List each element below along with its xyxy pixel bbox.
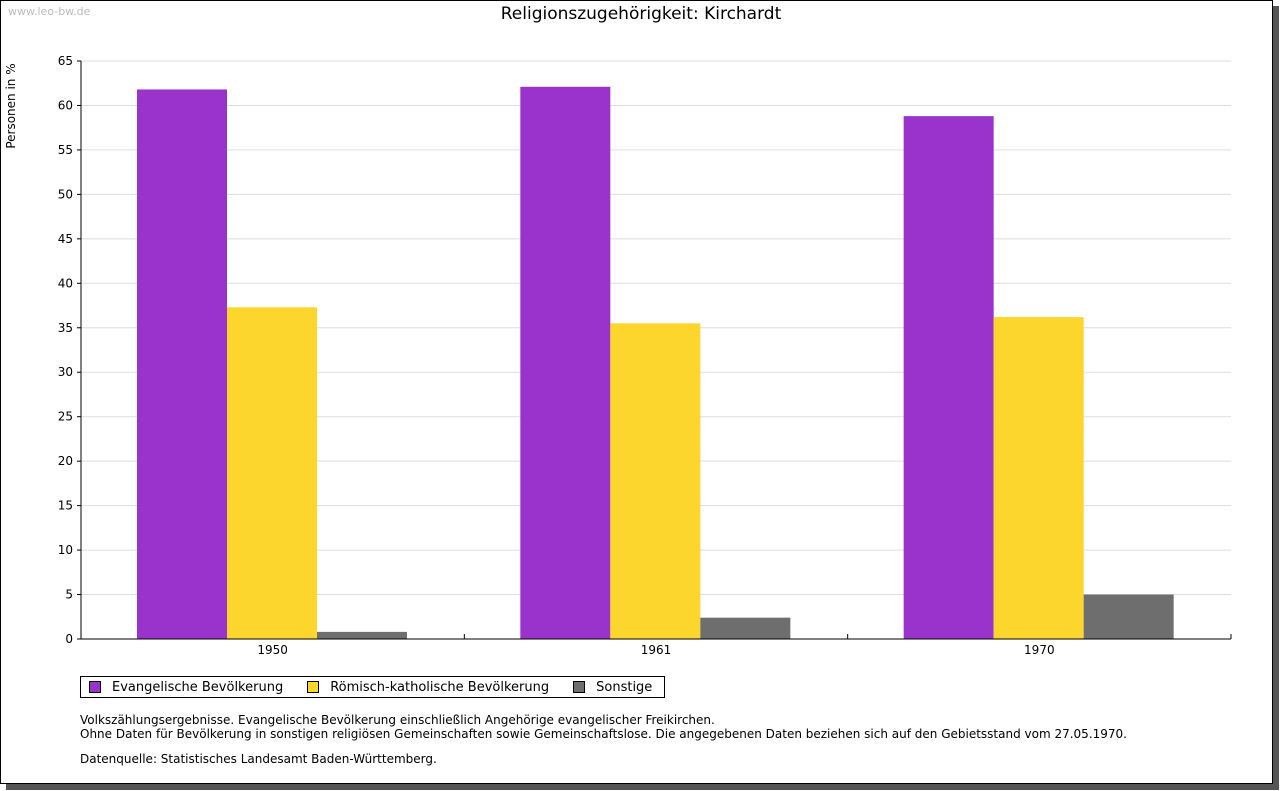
- chart-title: Religionszugehörigkeit: Kirchardt: [500, 4, 782, 24]
- x-tick-label-1950: 1950: [257, 643, 288, 657]
- legend-label-sonstige: Sonstige: [596, 679, 653, 695]
- y-tick-label-15: 15: [58, 499, 73, 513]
- bar-1950-0: [137, 89, 227, 639]
- y-tick-label-45: 45: [58, 232, 73, 246]
- axes: [77, 60, 1232, 640]
- bar-1961-0: [520, 86, 611, 639]
- y-tick-label-30: 30: [58, 365, 73, 379]
- y-tick-label-0: 0: [65, 632, 73, 646]
- legend-label-katholisch: Römisch-katholische Bevölkerung: [330, 679, 550, 695]
- note-line-2: Ohne Daten für Bevölkerung in sonstigen …: [80, 727, 1127, 741]
- bar-1970-0: [903, 116, 994, 639]
- watermark: www.leo-bw.de: [8, 5, 91, 18]
- legend: Evangelische Bevölkerung Römisch-katholi…: [80, 676, 666, 698]
- y-tick-label-35: 35: [58, 321, 73, 335]
- bars: [137, 86, 1174, 639]
- legend-swatch-sonstige: [573, 681, 586, 693]
- legend-swatch-evangelisch: [89, 681, 101, 693]
- y-tick-label-25: 25: [58, 410, 73, 424]
- bar-1961-1: [610, 323, 701, 639]
- frame-shadow-right: [1273, 6, 1279, 790]
- legend-item-sonstige: Sonstige: [573, 680, 652, 695]
- y-tick-label-40: 40: [58, 276, 73, 290]
- frame-shadow-bottom: [6, 784, 1279, 790]
- note-line-1: Volkszählungsergebnisse. Evangelische Be…: [80, 713, 715, 727]
- tick-labels: 0 5 10 15 20 25 30 35 40 45 50 55 60 65 1950 1961 1970: [58, 54, 1055, 657]
- y-tick-label-20: 20: [58, 454, 73, 468]
- bar-1970-2: [1083, 594, 1174, 639]
- y-tick-label-55: 55: [58, 143, 73, 157]
- x-tick-label-1961: 1961: [641, 643, 672, 657]
- bar-1961-2: [700, 617, 791, 639]
- bar-1950-2: [317, 631, 407, 639]
- y-tick-label-5: 5: [65, 588, 73, 602]
- legend-swatch-katholisch: [307, 681, 320, 693]
- bar-1950-1: [227, 307, 317, 639]
- bar-1970-1: [993, 317, 1084, 639]
- y-tick-label-50: 50: [58, 187, 73, 201]
- chart-notes: Volkszählungsergebnisse. Evangelische Be…: [80, 713, 1127, 741]
- legend-label-evangelisch: Evangelische Bevölkerung: [112, 679, 284, 695]
- x-tick-label-1970: 1970: [1024, 643, 1055, 657]
- legend-item-katholisch: Römisch-katholische Bevölkerung: [307, 680, 549, 695]
- data-source: Datenquelle: Statistisches Landesamt Bad…: [80, 752, 437, 766]
- legend-item-evangelisch: Evangelische Bevölkerung: [89, 680, 283, 695]
- y-tick-label-65: 65: [58, 54, 73, 68]
- y-tick-label-60: 60: [58, 98, 73, 112]
- y-tick-label-10: 10: [58, 543, 73, 557]
